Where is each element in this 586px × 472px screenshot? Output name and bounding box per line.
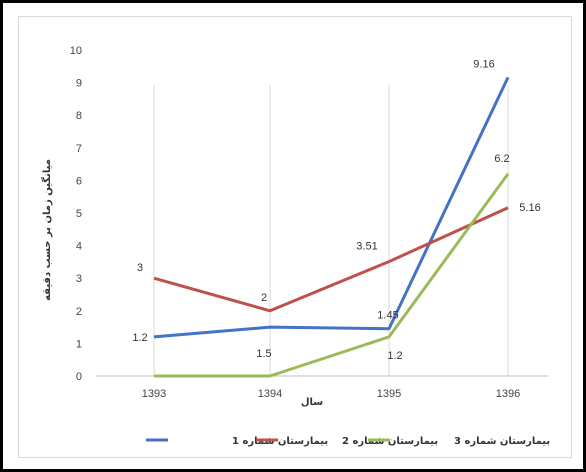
data-label: 3.51 xyxy=(356,241,377,253)
x-tick-label: 1394 xyxy=(258,388,282,400)
legend-label-3: بیمارستان شماره 3 xyxy=(454,436,550,447)
y-axis-title: میانگین زمان بر حسب دقیقه xyxy=(40,159,53,301)
legend-label-1: بیمارستان شماره 1 xyxy=(232,436,328,447)
data-label: 6.2 xyxy=(494,153,509,165)
y-tick-label: 1 xyxy=(76,338,82,350)
legend: بیمارستان شماره 1 بیمارستان شماره 2 بیمارس… xyxy=(146,436,550,447)
data-label: 1.45 xyxy=(377,310,398,322)
series-line-3 xyxy=(154,172,510,378)
x-tick-label: 1393 xyxy=(142,388,166,400)
y-tick-label: 4 xyxy=(76,241,82,253)
data-label: 1.2 xyxy=(132,332,147,344)
x-tick-label: 1395 xyxy=(377,388,401,400)
y-tick-label: 6 xyxy=(76,175,82,187)
data-label: 1.2 xyxy=(387,350,402,362)
y-tick-label: 0 xyxy=(76,371,82,383)
y-tick-label: 7 xyxy=(76,143,82,155)
y-tick-label: 8 xyxy=(76,110,82,122)
series-line-2 xyxy=(153,206,509,313)
series-line-1 xyxy=(153,76,510,339)
x-axis-title: سال xyxy=(301,397,323,408)
chart-area xyxy=(18,16,572,458)
x-tick-label: 1396 xyxy=(496,388,520,400)
data-label: 9.16 xyxy=(473,58,494,70)
y-tick-label: 3 xyxy=(76,273,82,285)
y-tick-label: 10 xyxy=(70,45,82,57)
y-tick-label: 9 xyxy=(76,78,82,90)
legend-label-2: بیمارستان شماره 2 xyxy=(342,436,438,447)
data-label: 2 xyxy=(261,292,267,304)
data-label: 1.5 xyxy=(256,348,271,360)
y-tick-label: 5 xyxy=(76,208,82,220)
data-label: 3 xyxy=(137,262,143,274)
data-label: 5.16 xyxy=(519,202,540,214)
series-layer xyxy=(153,76,510,378)
data-label-layer: 1.2 1.5 1.45 9.16 3 2 3.51 5.16 1.2 6.2 xyxy=(132,58,540,361)
y-tick-label: 2 xyxy=(76,306,82,318)
